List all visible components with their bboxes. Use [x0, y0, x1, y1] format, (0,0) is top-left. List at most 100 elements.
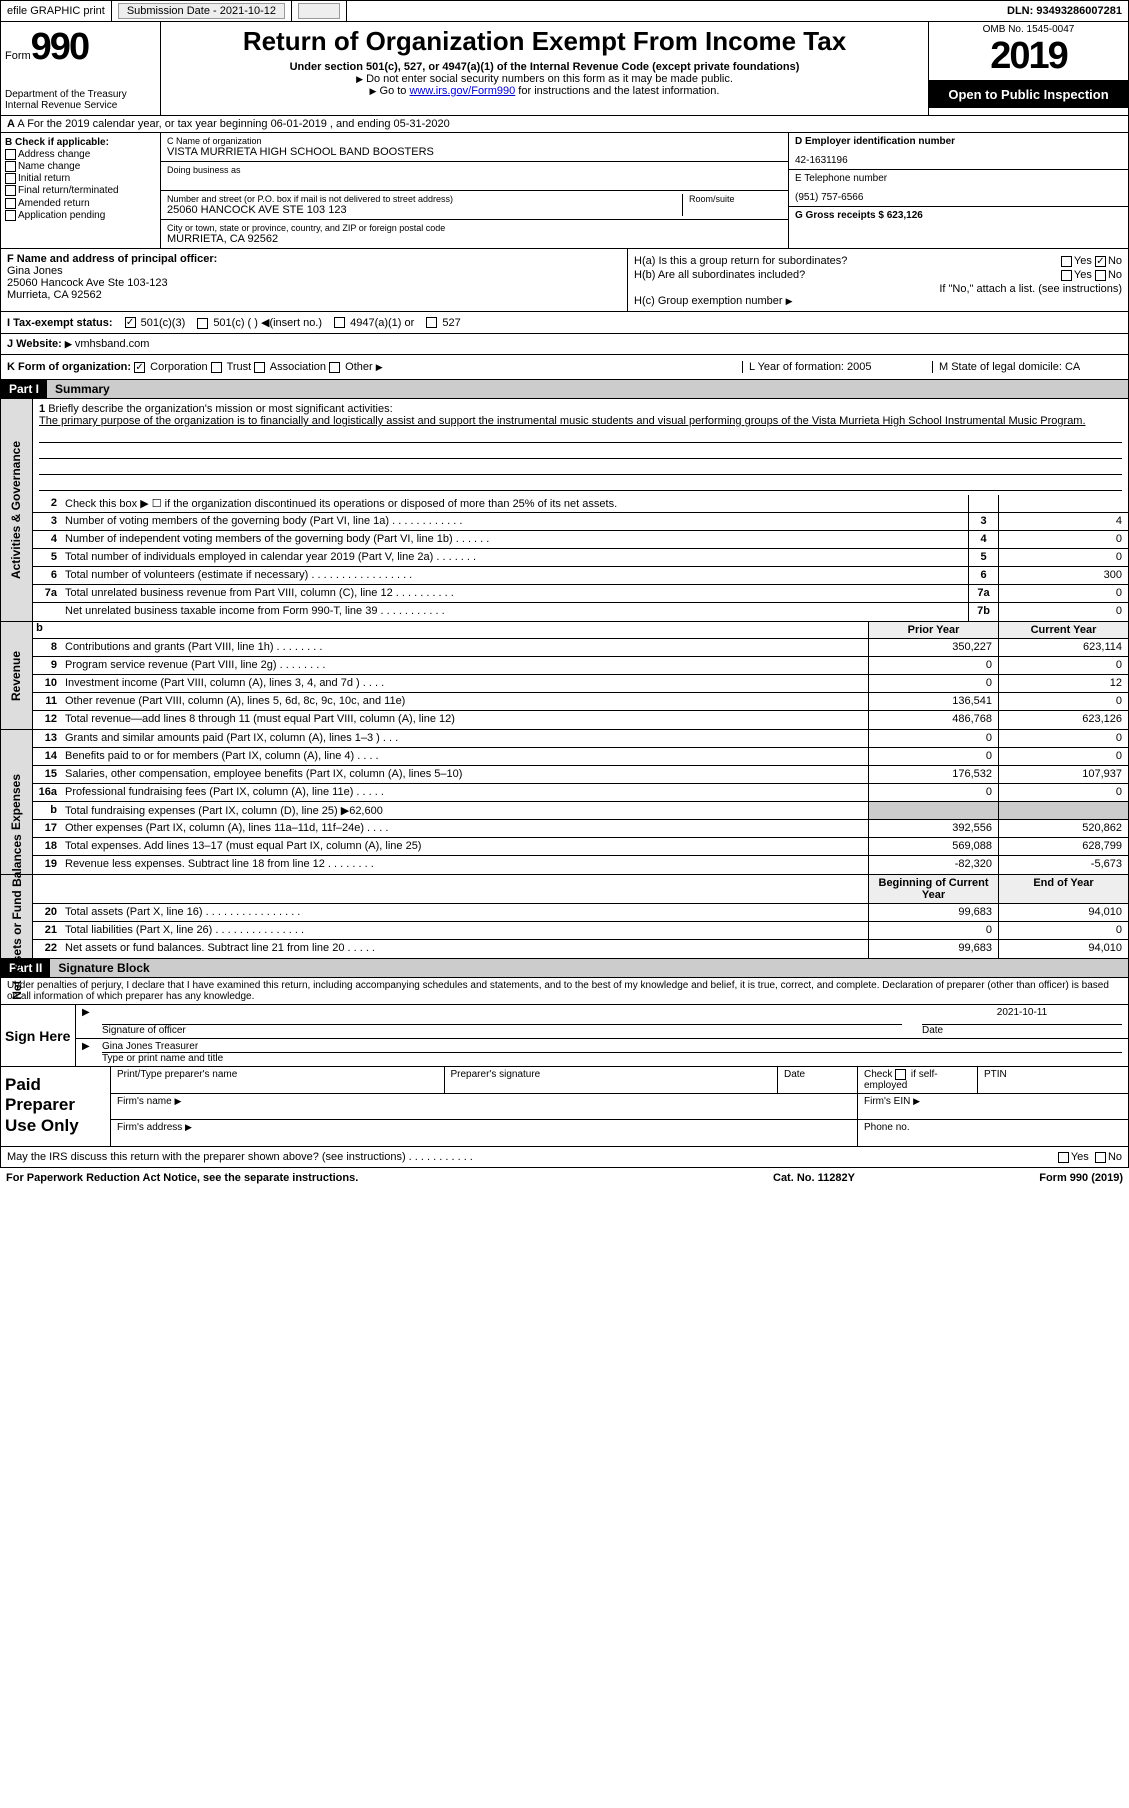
- col-de: D Employer identification number42-16311…: [788, 133, 1128, 248]
- row-a-text: A For the 2019 calendar year, or tax yea…: [17, 118, 449, 130]
- bottom-row: For Paperwork Reduction Act Notice, see …: [0, 1168, 1129, 1188]
- table-row: 15Salaries, other compensation, employee…: [33, 766, 1128, 784]
- vtab-expenses: Expenses: [10, 774, 24, 830]
- officer-addr2: Murrieta, CA 92562: [7, 289, 621, 301]
- cb-self-employed[interactable]: [895, 1069, 906, 1080]
- table-row: 4Number of independent voting members of…: [33, 531, 1128, 549]
- table-row: Net unrelated business taxable income fr…: [33, 603, 1128, 621]
- year-formation: L Year of formation: 2005: [742, 361, 932, 373]
- cb-527[interactable]: [426, 317, 437, 328]
- ssn-note: Do not enter social security numbers on …: [366, 73, 733, 85]
- form-org-label: K Form of organization:: [7, 361, 131, 373]
- hb-note: If "No," attach a list. (see instruction…: [634, 283, 1122, 295]
- discuss-row: May the IRS discuss this return with the…: [0, 1147, 1129, 1168]
- firm-name-label: Firm's name: [117, 1096, 172, 1107]
- cb-initial-return[interactable]: Initial return: [5, 173, 156, 184]
- table-row: 2Check this box ▶ ☐ if the organization …: [33, 495, 1128, 513]
- prep-sig-label: Preparer's signature: [445, 1067, 779, 1093]
- table-row: 8Contributions and grants (Part VIII, li…: [33, 639, 1128, 657]
- table-row: 11Other revenue (Part VIII, column (A), …: [33, 693, 1128, 711]
- org-city: MURRIETA, CA 92562: [167, 233, 782, 245]
- table-row: 7aTotal unrelated business revenue from …: [33, 585, 1128, 603]
- addr-label: Number and street (or P.O. box if mail i…: [167, 194, 682, 204]
- org-name: VISTA MURRIETA HIGH SCHOOL BAND BOOSTERS: [167, 146, 782, 158]
- table-row: 16aProfessional fundraising fees (Part I…: [33, 784, 1128, 802]
- prior-year-hdr: Prior Year: [868, 622, 998, 638]
- goto-post: for instructions and the latest informat…: [515, 85, 719, 97]
- cb-trust[interactable]: [211, 362, 222, 373]
- hb-no-cb[interactable]: [1095, 270, 1106, 281]
- penalty-text: Under penalties of perjury, I declare th…: [0, 978, 1129, 1005]
- cb-other[interactable]: [329, 362, 340, 373]
- topbar: efile GRAPHIC print Submission Date - 20…: [0, 0, 1129, 22]
- ha-no-cb[interactable]: [1095, 256, 1106, 267]
- row-a-tax-year: A A For the 2019 calendar year, or tax y…: [0, 116, 1129, 133]
- cb-final-return[interactable]: Final return/terminated: [5, 185, 156, 196]
- cb-name-change[interactable]: Name change: [5, 161, 156, 172]
- mission-text: The primary purpose of the organization …: [39, 415, 1086, 427]
- table-row: 17Other expenses (Part IX, column (A), l…: [33, 820, 1128, 838]
- cb-application-pending[interactable]: Application pending: [5, 210, 156, 221]
- row-i-tax-status: I Tax-exempt status: 501(c)(3) 501(c) ( …: [0, 312, 1129, 334]
- tax-year: 2019: [931, 35, 1126, 78]
- discuss-no-cb[interactable]: [1095, 1152, 1106, 1163]
- hb-yes-cb[interactable]: [1061, 270, 1072, 281]
- vtab-net-assets: Net Assets or Fund Balances: [10, 834, 24, 1000]
- paid-preparer-section: Paid Preparer Use Only Print/Type prepar…: [0, 1067, 1129, 1147]
- ha-yes-cb[interactable]: [1061, 256, 1072, 267]
- blank-button[interactable]: [298, 3, 340, 19]
- vtab-revenue: Revenue: [10, 650, 24, 700]
- header-grid: B Check if applicable: Address change Na…: [0, 133, 1129, 249]
- sig-officer-label: Signature of officer: [102, 1025, 902, 1036]
- cb-501c[interactable]: [197, 318, 208, 329]
- form-subtitle: Under section 501(c), 527, or 4947(a)(1)…: [165, 61, 924, 73]
- firm-ein-label: Firm's EIN: [864, 1096, 910, 1107]
- paid-preparer-label: Paid Preparer Use Only: [1, 1067, 111, 1146]
- mission-num: 1: [39, 403, 45, 415]
- cb-501c3[interactable]: [125, 317, 136, 328]
- form-number: 990: [31, 26, 88, 68]
- state-domicile: M State of legal domicile: CA: [932, 361, 1122, 373]
- col-b-checkboxes: B Check if applicable: Address change Na…: [1, 133, 161, 248]
- cat-no: Cat. No. 11282Y: [773, 1172, 973, 1184]
- part1-label: Part I: [1, 380, 47, 398]
- part2-title: Signature Block: [50, 959, 1128, 977]
- part1-title: Summary: [47, 380, 1128, 398]
- governance-section: Activities & Governance 1 Briefly descri…: [0, 399, 1129, 622]
- ha-label: H(a) Is this a group return for subordin…: [634, 255, 847, 267]
- cb-corporation[interactable]: [134, 362, 145, 373]
- table-row: 3Number of voting members of the governi…: [33, 513, 1128, 531]
- mission-label: Briefly describe the organization's miss…: [48, 403, 392, 415]
- row-j-website: J Website: vmhsband.com: [0, 334, 1129, 355]
- form990-link[interactable]: www.irs.gov/Form990: [409, 85, 515, 97]
- irs-label: Internal Revenue Service: [5, 100, 156, 111]
- part1-header: Part I Summary: [0, 380, 1129, 399]
- cb-amended-return[interactable]: Amended return: [5, 198, 156, 209]
- firm-addr-label: Firm's address: [117, 1122, 182, 1133]
- table-row: 22Net assets or fund balances. Subtract …: [33, 940, 1128, 958]
- part2-header: Part II Signature Block: [0, 959, 1129, 978]
- open-inspection: Open to Public Inspection: [929, 81, 1128, 108]
- website-label: J Website:: [7, 338, 62, 350]
- table-row: 19Revenue less expenses. Subtract line 1…: [33, 856, 1128, 874]
- col-c-org-info: C Name of organizationVISTA MURRIETA HIG…: [161, 133, 788, 248]
- form-label: Form: [5, 50, 31, 62]
- hc-label: H(c) Group exemption number: [634, 295, 783, 307]
- sign-here-label: Sign Here: [1, 1005, 76, 1066]
- cb-address-change[interactable]: Address change: [5, 149, 156, 160]
- submission-date-button[interactable]: Submission Date - 2021-10-12: [118, 3, 285, 19]
- cb-association[interactable]: [254, 362, 265, 373]
- gross-receipts: G Gross receipts $ 623,126: [795, 210, 923, 221]
- col-b-label: B Check if applicable:: [5, 137, 156, 148]
- begin-year-hdr: Beginning of Current Year: [868, 875, 998, 903]
- prep-name-label: Print/Type preparer's name: [111, 1067, 445, 1093]
- officer-name: Gina Jones: [7, 265, 621, 277]
- tax-status-label: I Tax-exempt status:: [7, 317, 113, 329]
- form-title: Return of Organization Exempt From Incom…: [165, 26, 924, 57]
- tel-value: (951) 757-6566: [795, 192, 1122, 203]
- ein-label: D Employer identification number: [795, 136, 1122, 147]
- table-row: 10Investment income (Part VIII, column (…: [33, 675, 1128, 693]
- cb-4947[interactable]: [334, 317, 345, 328]
- table-row: 18Total expenses. Add lines 13–17 (must …: [33, 838, 1128, 856]
- discuss-yes-cb[interactable]: [1058, 1152, 1069, 1163]
